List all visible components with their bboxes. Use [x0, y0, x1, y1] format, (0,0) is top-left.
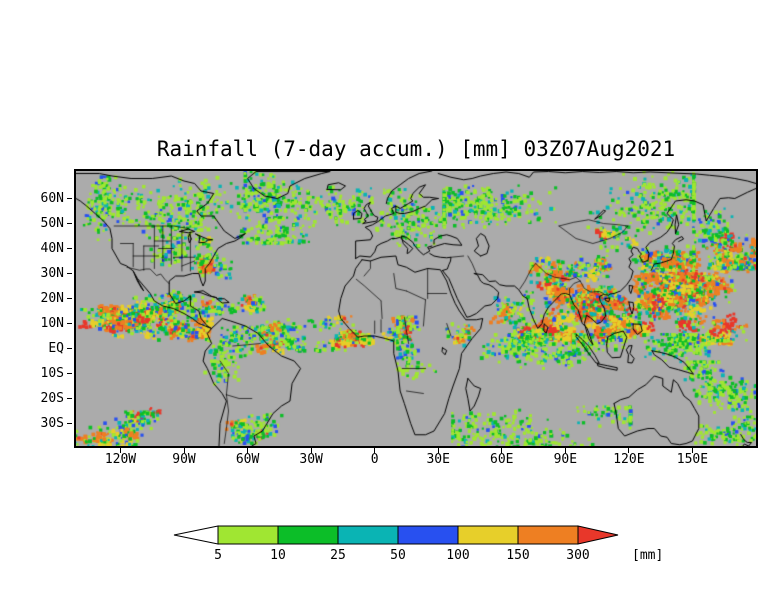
x-tick-mark: [119, 448, 121, 453]
colorbar-segment: [337, 525, 399, 545]
y-tick-label: 30N: [40, 266, 64, 281]
y-tick-mark: [67, 423, 72, 424]
y-tick-mark: [67, 198, 72, 199]
colorbar-tick-label: 25: [330, 548, 346, 563]
x-tick-label: 0: [370, 452, 379, 467]
y-tick-mark: [67, 273, 72, 274]
y-tick-label: 50N: [40, 216, 64, 231]
map-frame: [74, 169, 758, 448]
colorbar-tick-label: 10: [270, 548, 286, 563]
x-tick-label: 150E: [676, 452, 709, 467]
colorbar-tick-label: 100: [446, 548, 469, 563]
colorbar-tick-label: 5: [214, 548, 222, 563]
x-tick-label: 90W: [172, 452, 196, 467]
y-tick-mark: [67, 248, 72, 249]
x-tick-label: 60E: [490, 452, 514, 467]
colorbar-segment: [277, 525, 339, 545]
y-tick-mark: [67, 223, 72, 224]
y-tick-mark: [67, 398, 72, 399]
y-tick-label: 30S: [40, 416, 64, 431]
x-tick-mark: [247, 448, 249, 453]
colorbar-segment: [457, 525, 519, 545]
world-rainfall-map-canvas: [76, 171, 756, 446]
x-tick-label: 120W: [104, 452, 137, 467]
y-tick-label: 60N: [40, 191, 64, 206]
x-tick-mark: [501, 448, 503, 453]
colorbar-below-min-arrow: [173, 525, 219, 545]
colorbar-tick-label: 300: [566, 548, 589, 563]
colorbar-segment: [397, 525, 459, 545]
colorbar-segment: [217, 525, 279, 545]
colorbar-tick-label: 150: [506, 548, 529, 563]
x-tick-mark: [374, 448, 376, 453]
y-tick-mark: [67, 323, 72, 324]
x-tick-label: 90E: [553, 452, 578, 467]
x-tick-label: 30E: [426, 452, 450, 467]
x-tick-mark: [310, 448, 312, 453]
colorbar-segment: [517, 525, 579, 545]
x-tick-mark: [628, 448, 630, 453]
x-tick-label: 120E: [613, 452, 645, 467]
colorbar-legend: 5 10 25 50 100 150 300 [mm]: [173, 525, 663, 563]
plot-title: Rainfall (7-day accum.) [mm] 03Z07Aug202…: [156, 137, 676, 161]
y-tick-label: 10N: [40, 316, 64, 331]
y-tick-mark: [67, 348, 72, 349]
x-tick-label: 60W: [235, 452, 260, 467]
colorbar-unit-label: [mm]: [632, 548, 663, 563]
colorbar-tick-label: 50: [390, 548, 406, 563]
x-tick-mark: [564, 448, 566, 453]
x-tick-mark: [691, 448, 693, 453]
y-tick-label: 20S: [40, 391, 64, 406]
y-tick-label: EQ: [48, 341, 64, 356]
y-tick-label: 20N: [40, 291, 64, 306]
x-tick-mark: [183, 448, 185, 453]
colorbar-above-max-arrow: [577, 525, 619, 545]
y-tick-label: 10S: [40, 366, 64, 381]
y-tick-mark: [67, 298, 72, 299]
x-tick-mark: [437, 448, 439, 453]
y-tick-mark: [67, 373, 72, 374]
y-tick-label: 40N: [40, 241, 64, 256]
x-tick-label: 30W: [299, 452, 323, 467]
